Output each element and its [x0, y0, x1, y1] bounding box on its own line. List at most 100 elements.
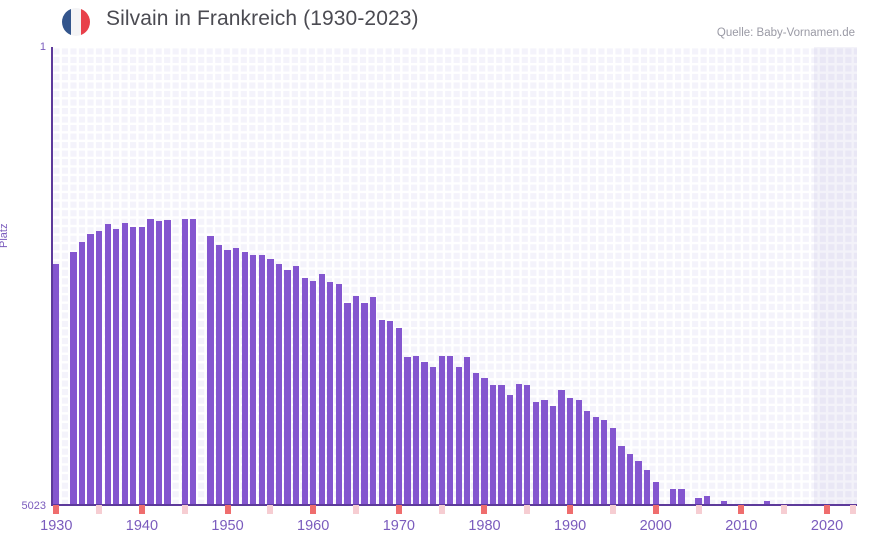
bar[interactable]	[584, 410, 591, 504]
bar[interactable]	[601, 419, 608, 504]
x-axis-tick-label: 2020	[810, 518, 844, 534]
x-tick-minor	[695, 505, 702, 514]
bar[interactable]	[138, 227, 146, 504]
bar[interactable]	[472, 372, 480, 504]
bar[interactable]	[95, 231, 103, 504]
bar[interactable]	[310, 281, 317, 504]
bar[interactable]	[113, 229, 120, 504]
bar[interactable]	[130, 227, 137, 504]
bar[interactable]	[232, 248, 240, 504]
bar[interactable]	[215, 244, 223, 504]
bar[interactable]	[344, 302, 351, 504]
source-attribution: Quelle: Baby-Vornamen.de	[716, 27, 855, 39]
bar[interactable]	[618, 446, 625, 504]
x-tick-minor	[781, 505, 788, 514]
bar[interactable]	[361, 303, 368, 504]
x-tick-major	[310, 505, 317, 514]
bar[interactable]	[507, 394, 514, 504]
bar[interactable]	[352, 295, 360, 504]
bar[interactable]	[87, 234, 94, 504]
bar[interactable]	[464, 357, 471, 504]
bar[interactable]	[284, 269, 291, 504]
bar[interactable]	[429, 366, 437, 504]
bar[interactable]	[404, 357, 411, 504]
x-tick-major	[53, 505, 60, 514]
page-title: Silvain in Frankreich (1930-2023)	[106, 7, 419, 30]
bar[interactable]	[164, 220, 171, 504]
bar[interactable]	[318, 273, 325, 504]
bar[interactable]	[121, 223, 128, 504]
bar[interactable]	[532, 401, 539, 504]
bar[interactable]	[267, 258, 274, 504]
bar[interactable]	[549, 406, 557, 504]
bar[interactable]	[147, 219, 154, 504]
bar[interactable]	[155, 220, 163, 504]
bar[interactable]	[455, 366, 462, 504]
bar[interactable]	[541, 400, 548, 504]
bar[interactable]	[292, 265, 300, 504]
x-tick-major	[824, 505, 831, 514]
x-tick-minor	[267, 505, 274, 514]
bar[interactable]	[763, 500, 771, 504]
bar[interactable]	[652, 481, 659, 504]
bar[interactable]	[558, 389, 565, 504]
bar[interactable]	[721, 500, 728, 504]
bar[interactable]	[78, 242, 86, 504]
bar[interactable]	[695, 498, 702, 504]
bar[interactable]	[481, 378, 488, 504]
bar[interactable]	[53, 263, 60, 504]
bar[interactable]	[412, 356, 420, 504]
x-axis-tick-label: 1980	[468, 518, 501, 534]
x-tick-minor	[181, 505, 188, 514]
y-axis-line	[51, 47, 53, 504]
x-axis-tick-label: 2010	[725, 518, 758, 534]
bar[interactable]	[644, 470, 651, 504]
bar[interactable]	[224, 250, 231, 504]
bar[interactable]	[447, 355, 454, 504]
plot-area[interactable]	[51, 47, 857, 506]
bar[interactable]	[250, 255, 257, 504]
bar[interactable]	[626, 454, 634, 504]
bar[interactable]	[70, 252, 77, 504]
x-tick-minor	[96, 505, 103, 514]
bar[interactable]	[181, 219, 188, 504]
bar[interactable]	[524, 384, 531, 504]
y-axis-title: Platz	[0, 223, 10, 248]
bar[interactable]	[498, 385, 505, 504]
bar[interactable]	[301, 277, 308, 504]
bar[interactable]	[370, 296, 377, 504]
bar[interactable]	[395, 327, 402, 504]
bar[interactable]	[190, 219, 197, 504]
x-axis-labels: 1930 1940 1950 1960 1970 1980 1990 2000 2010 2020	[40, 518, 857, 540]
bar[interactable]	[704, 495, 711, 504]
bar[interactable]	[635, 460, 642, 504]
x-tick-major	[652, 505, 659, 514]
bar[interactable]	[515, 383, 522, 504]
bar[interactable]	[378, 319, 385, 504]
x-tick-major	[567, 505, 574, 514]
bar[interactable]	[327, 281, 334, 504]
bar[interactable]	[258, 255, 265, 504]
x-tick-minor	[353, 505, 360, 514]
bar[interactable]	[575, 400, 582, 504]
bar[interactable]	[275, 263, 283, 504]
bar[interactable]	[438, 356, 445, 504]
x-tick-major	[138, 505, 145, 514]
bar[interactable]	[421, 361, 428, 504]
bar[interactable]	[566, 398, 574, 504]
bar[interactable]	[207, 235, 214, 504]
bar[interactable]	[335, 284, 342, 504]
x-axis-tick-marks	[52, 505, 857, 515]
x-axis-tick-label: 1970	[382, 518, 415, 534]
bar[interactable]	[241, 251, 248, 504]
chart-header: Silvain in Frankreich (1930-2023) Quelle…	[0, 0, 873, 44]
x-axis-tick-label: 1930	[40, 518, 73, 534]
bar[interactable]	[609, 427, 617, 504]
bar[interactable]	[678, 489, 685, 504]
bar[interactable]	[669, 489, 676, 504]
bar[interactable]	[489, 384, 497, 504]
bar[interactable]	[104, 224, 111, 504]
bar[interactable]	[592, 417, 599, 504]
bar[interactable]	[387, 320, 394, 504]
